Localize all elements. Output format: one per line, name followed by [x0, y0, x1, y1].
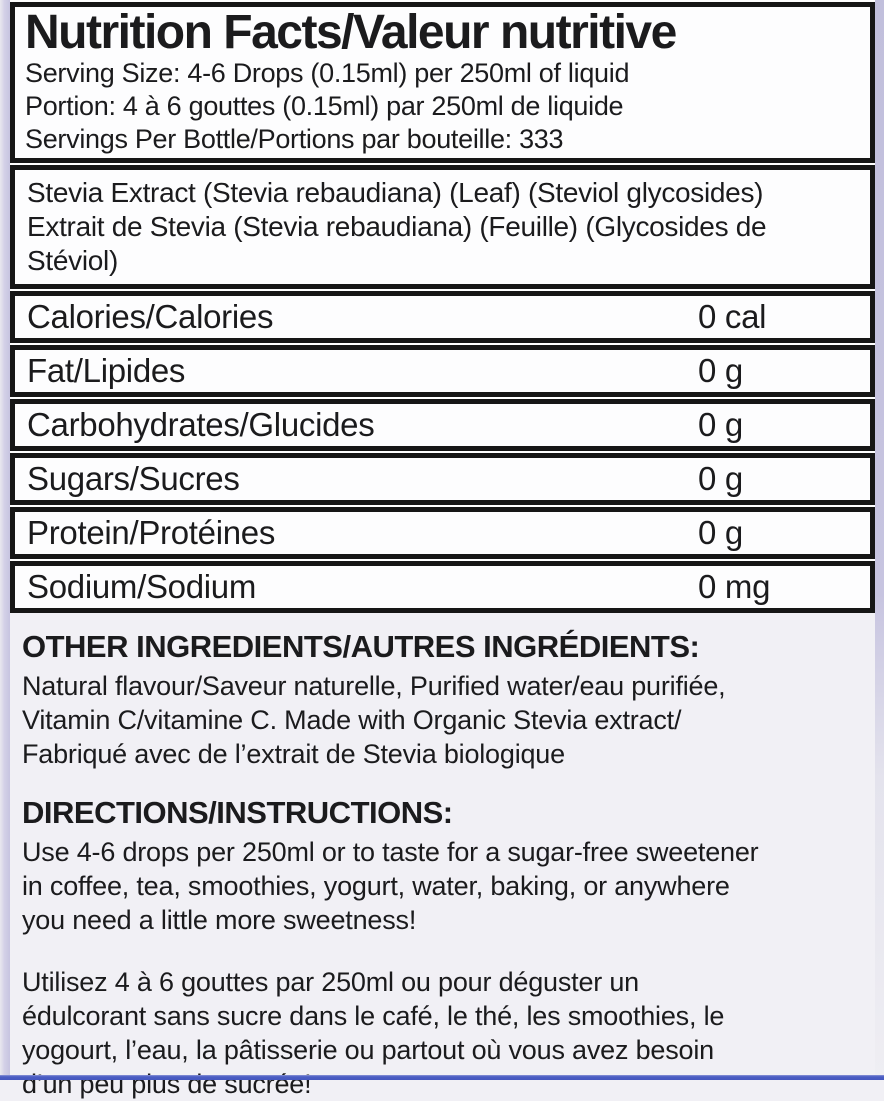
nutrition-facts-panel: Nutrition Facts/Valeur nutritive Serving…: [10, 0, 875, 613]
facts-header-box: Nutrition Facts/Valeur nutritive Serving…: [10, 2, 875, 163]
directions-body-french: Utilisez 4 à 6 gouttes par 250ml ou pour…: [22, 967, 725, 1099]
directions-body-english: Use 4-6 drops per 250ml or to taste for …: [22, 837, 759, 935]
left-edge-shading: [0, 0, 10, 1080]
nutrient-value: 0 g: [698, 514, 743, 551]
panel-title: Nutrition Facts/Valeur nutritive: [25, 6, 677, 59]
directions-heading: DIRECTIONS/INSTRUCTIONS:: [22, 795, 453, 830]
nutrient-row-calories: Calories/Calories 0 cal: [10, 291, 875, 343]
other-ingredients-body: Natural flavour/Saveur naturelle, Purifi…: [22, 671, 726, 769]
nutrient-label: Sugars/Sucres: [27, 460, 240, 497]
other-ingredients-section: OTHER INGREDIENTS/AUTRES INGRÉDIENTS: Na…: [10, 629, 875, 771]
nutrient-row-sugars: Sugars/Sucres 0 g: [10, 453, 875, 505]
nutrient-value: 0 g: [698, 406, 743, 443]
nutrient-value: 0 cal: [698, 298, 767, 335]
serving-info: Serving Size: 4-6 Drops (0.15ml) per 250…: [25, 58, 630, 154]
nutrient-label: Carbohydrates/Glucides: [27, 406, 375, 443]
nutrient-row-carbohydrates: Carbohydrates/Glucides 0 g: [10, 399, 875, 451]
directions-section: DIRECTIONS/INSTRUCTIONS: Use 4-6 drops p…: [10, 795, 875, 1101]
nutrient-value: 0 mg: [698, 568, 771, 605]
nutrient-row-sodium: Sodium/Sodium 0 mg: [10, 561, 875, 613]
nutrient-value: 0 g: [698, 460, 743, 497]
nutrient-label: Calories/Calories: [27, 298, 274, 335]
right-edge-shading: [875, 0, 884, 1080]
other-ingredients-heading: OTHER INGREDIENTS/AUTRES INGRÉDIENTS:: [22, 629, 700, 664]
label-content: Nutrition Facts/Valeur nutritive Serving…: [10, 0, 875, 1101]
nutrient-label: Sodium/Sodium: [27, 568, 257, 605]
nutrient-label: Fat/Lipides: [27, 352, 186, 389]
bottom-accent-bar: [0, 1075, 884, 1080]
nutrient-label: Protein/Protéines: [27, 514, 276, 551]
ingredient-source-box: Stevia Extract (Stevia rebaudiana) (Leaf…: [10, 165, 875, 289]
nutrient-row-protein: Protein/Protéines 0 g: [10, 507, 875, 559]
nutrient-value: 0 g: [698, 352, 743, 389]
nutrient-row-fat: Fat/Lipides 0 g: [10, 345, 875, 397]
